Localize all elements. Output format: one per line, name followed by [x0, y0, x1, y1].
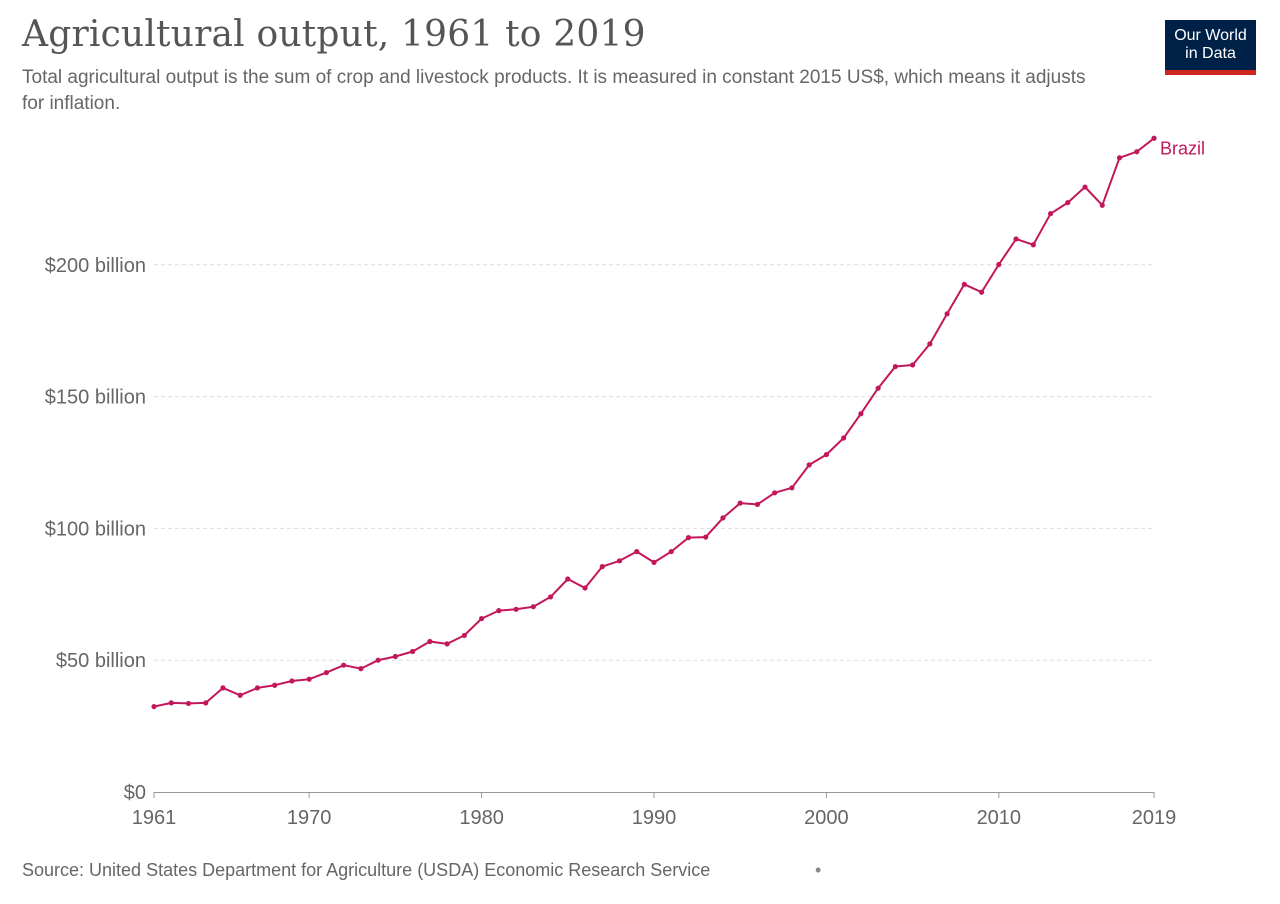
data-point[interactable] [875, 385, 881, 391]
data-point[interactable] [823, 451, 830, 458]
data-point[interactable] [910, 362, 916, 368]
data-point[interactable] [358, 666, 364, 672]
y-axis-labels: $0 $50 billion $100 billion $150 billion $20… [45, 255, 146, 804]
data-point[interactable] [272, 682, 278, 688]
data-point[interactable] [668, 548, 674, 555]
data-point[interactable] [168, 700, 174, 706]
data-point[interactable] [1099, 202, 1105, 208]
data-point[interactable] [1065, 199, 1071, 206]
data-point[interactable] [599, 564, 605, 570]
owid-logo[interactable]: Our World in Data [1165, 20, 1256, 75]
data-point[interactable] [685, 535, 692, 541]
x-tick-label: 2019 [1132, 807, 1177, 829]
data-point[interactable] [151, 703, 157, 710]
data-point[interactable] [530, 604, 536, 610]
data-point[interactable] [289, 678, 295, 684]
data-point[interactable] [634, 548, 640, 555]
data-point[interactable] [427, 638, 433, 645]
y-tick-label: $150 billion [45, 387, 146, 409]
logo-line-1: Our World [1174, 27, 1247, 44]
data-point[interactable] [185, 700, 192, 707]
data-point[interactable] [720, 515, 726, 521]
data-point[interactable] [616, 558, 623, 564]
data-point[interactable] [1013, 236, 1019, 242]
data-point[interactable] [789, 485, 795, 491]
data-point[interactable] [996, 261, 1002, 268]
data-point[interactable] [237, 692, 243, 698]
data-point[interactable] [1116, 155, 1123, 161]
data-point[interactable] [203, 700, 209, 706]
data-point[interactable] [375, 657, 381, 663]
data-point[interactable] [1030, 242, 1036, 248]
data-point[interactable] [978, 289, 985, 295]
data-point[interactable] [461, 632, 467, 639]
gridlines [154, 264, 1154, 661]
data-point[interactable] [1047, 211, 1054, 217]
y-tick-label: $0 [124, 782, 146, 804]
logo-line-2: in Data [1185, 45, 1236, 62]
data-point[interactable] [582, 585, 588, 591]
chart-title: Agricultural output, 1961 to 2019 [22, 14, 646, 55]
x-tick-label: 2000 [804, 807, 849, 829]
data-point[interactable] [513, 606, 519, 612]
data-point[interactable] [478, 615, 485, 622]
data-point[interactable] [737, 500, 743, 506]
series-layer: Brazil [151, 135, 1205, 710]
data-point[interactable] [444, 641, 450, 647]
series-label[interactable]: Brazil [1160, 138, 1205, 158]
chart-subtitle: Total agricultural output is the sum of … [22, 67, 1086, 114]
data-point[interactable] [841, 435, 847, 441]
data-point[interactable] [944, 311, 950, 317]
series-line-brazil [153, 137, 1155, 708]
x-tick-label: 1990 [632, 807, 677, 829]
data-point[interactable] [927, 341, 933, 347]
footer-dot: • [815, 860, 822, 880]
x-tick-label: 1961 [132, 807, 177, 829]
data-point[interactable] [961, 281, 967, 287]
y-tick-label: $50 billion [56, 650, 146, 672]
data-point[interactable] [341, 662, 347, 668]
data-point[interactable] [651, 559, 657, 566]
data-point[interactable] [547, 594, 554, 600]
data-point[interactable] [1151, 135, 1157, 141]
source-note[interactable]: Source: United States Department for Agr… [22, 860, 711, 880]
x-tick-label: 2010 [977, 807, 1022, 829]
data-point[interactable] [772, 490, 778, 496]
data-point[interactable] [220, 685, 226, 691]
data-point[interactable] [254, 685, 261, 691]
data-point[interactable] [392, 653, 398, 660]
x-tick-label: 1970 [287, 807, 332, 829]
data-point[interactable] [754, 501, 761, 508]
data-point[interactable] [1134, 149, 1140, 155]
data-point[interactable] [410, 648, 416, 655]
x-axis: 1961 1970 1980 1990 2000 2010 2019 [132, 792, 1177, 829]
y-tick-label: $200 billion [45, 255, 146, 277]
data-point[interactable] [323, 669, 330, 676]
x-tick-label: 1980 [459, 807, 504, 829]
data-point[interactable] [496, 608, 502, 614]
data-point[interactable] [858, 411, 864, 417]
data-point[interactable] [1082, 184, 1088, 190]
y-tick-label: $100 billion [45, 518, 146, 540]
data-point[interactable] [892, 363, 898, 370]
data-point[interactable] [306, 676, 312, 682]
data-point[interactable] [806, 462, 812, 468]
data-point[interactable] [565, 576, 571, 582]
data-point[interactable] [703, 534, 709, 540]
